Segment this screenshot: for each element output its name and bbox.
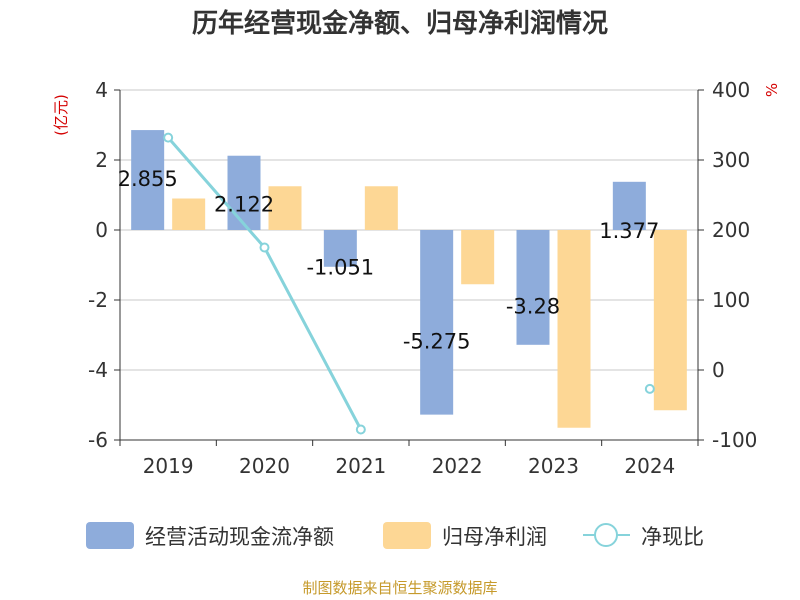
right-tick-label: 100: [712, 288, 750, 312]
legend-item-ratio[interactable]: 净现比: [583, 523, 704, 549]
legend: 经营活动现金流净额 归母净利润 净现比: [86, 522, 704, 549]
x-tick-label: 2023: [528, 454, 579, 478]
x-tick-label: 2022: [432, 454, 483, 478]
right-tick-label: 300: [712, 148, 750, 172]
legend-item-cashflow[interactable]: 经营活动现金流净额: [86, 522, 334, 549]
bar-cashflow: [612, 181, 646, 230]
bar-cashflow: [420, 230, 454, 415]
bar-cashflow: [516, 230, 550, 345]
left-tick-label: 4: [95, 78, 108, 102]
bar-cashflow: [131, 130, 165, 230]
data-label-cashflow: 2.855: [118, 167, 178, 191]
bar-profit: [268, 186, 302, 230]
left-axis: 4 2 0 -2 -4 -6: [88, 78, 121, 452]
x-tick-label: 2019: [143, 454, 194, 478]
legend-item-profit[interactable]: 归母净利润: [383, 522, 547, 549]
x-tick-label: 2020: [239, 454, 290, 478]
x-tick-label: 2024: [624, 454, 675, 478]
legend-label-profit: 归母净利润: [442, 525, 547, 549]
chart-title: 历年经营现金净额、归母净利润情况: [192, 8, 608, 39]
legend-swatch-cashflow: [86, 522, 134, 549]
right-axis: 400 300 200 100 0 -100: [697, 78, 757, 452]
left-tick-label: -2: [88, 288, 108, 312]
data-label-cashflow: 1.377: [599, 219, 659, 243]
right-tick-label: -100: [712, 428, 757, 452]
x-axis: 2019 2020 2021 2022 2023 2024: [119, 439, 699, 478]
bars: [131, 130, 687, 428]
line-series: [163, 132, 655, 435]
bar-profit: [557, 230, 591, 428]
left-tick-label: -4: [88, 358, 108, 382]
right-tick-label: 0: [712, 358, 725, 382]
left-tick-label: 2: [95, 148, 108, 172]
legend-label-cashflow: 经营活动现金流净额: [145, 525, 334, 549]
left-tick-label: -6: [88, 428, 108, 452]
bar-profit: [653, 230, 687, 411]
source-note: 制图数据来自恒生聚源数据库: [302, 579, 497, 597]
x-tick-label: 2021: [335, 454, 386, 478]
legend-marker-ratio: [594, 523, 618, 547]
legend-label-ratio: 净现比: [641, 525, 704, 549]
bar-cashflow: [323, 230, 357, 267]
legend-swatch-profit: [383, 522, 431, 549]
right-tick-label: 400: [712, 78, 750, 102]
point-ratio: [163, 132, 174, 143]
bar-profit: [172, 198, 206, 230]
bar-cashflow: [227, 155, 261, 230]
data-labels: 2.855 2.122 -1.051 -5.275 -3.28 1.377: [118, 167, 660, 353]
point-ratio: [355, 424, 366, 435]
bar-profit: [461, 230, 495, 285]
point-ratio: [644, 383, 655, 394]
line-ratio: [167, 136, 363, 431]
left-axis-unit: (亿元): [52, 94, 70, 136]
point-ratio: [259, 242, 270, 253]
grid-lines: [120, 89, 698, 441]
data-label-cashflow: -5.275: [403, 329, 471, 353]
data-label-cashflow: -3.28: [506, 294, 560, 318]
data-label-cashflow: -1.051: [306, 255, 374, 279]
left-tick-label: 0: [95, 218, 108, 242]
right-axis-unit: %: [763, 83, 781, 97]
data-label-cashflow: 2.122: [214, 193, 274, 217]
right-tick-label: 200: [712, 218, 750, 242]
bar-profit: [364, 186, 398, 230]
